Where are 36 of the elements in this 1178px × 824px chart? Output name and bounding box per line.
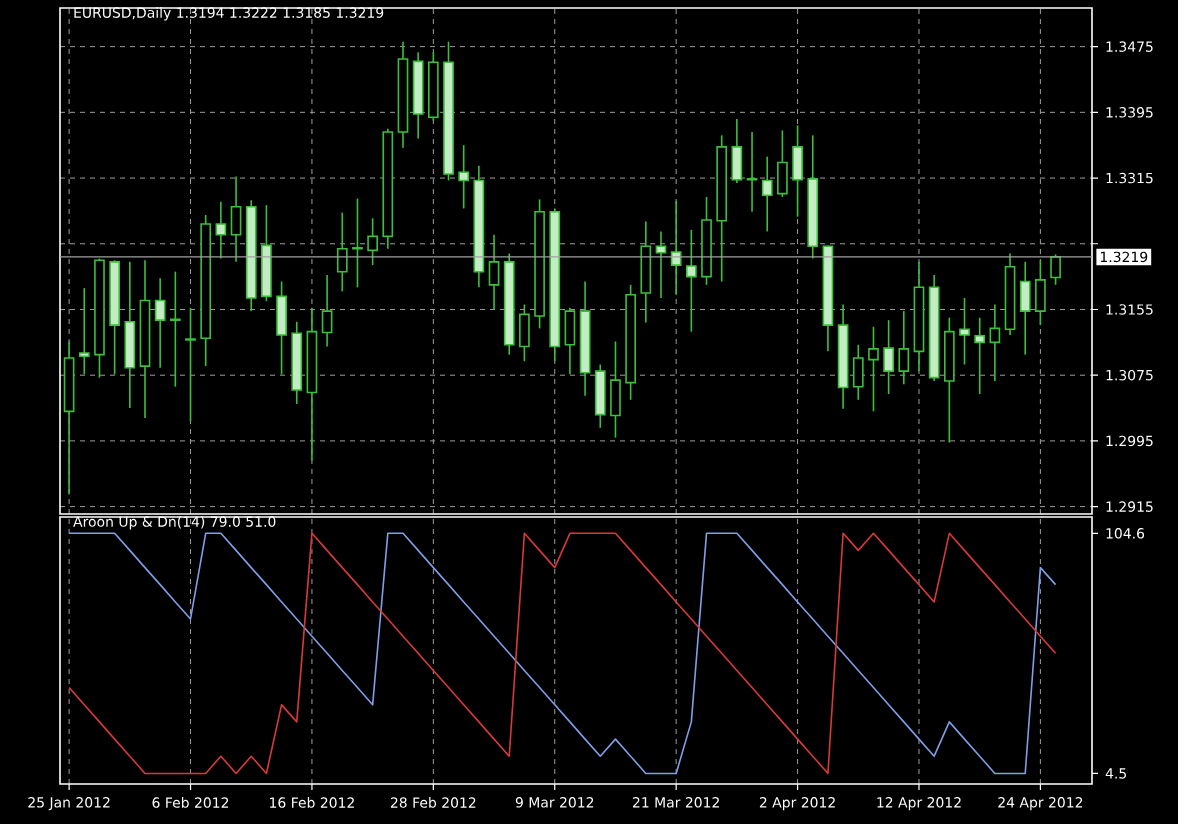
candlestick bbox=[655, 230, 667, 299]
candlestick bbox=[78, 287, 90, 376]
candlestick bbox=[883, 319, 894, 395]
candlestick bbox=[1019, 261, 1031, 356]
candlestick bbox=[1035, 259, 1046, 326]
candlestick bbox=[564, 307, 576, 376]
candlestick bbox=[761, 155, 773, 233]
candlestick bbox=[124, 261, 136, 409]
candlestick bbox=[989, 303, 1001, 382]
candlestick bbox=[488, 233, 500, 311]
candlestick bbox=[185, 307, 196, 422]
candlestick bbox=[215, 201, 227, 260]
candlestick bbox=[685, 229, 697, 333]
candlestick bbox=[230, 175, 242, 263]
candlestick bbox=[777, 129, 788, 198]
candlestick bbox=[367, 217, 378, 266]
candlestick bbox=[519, 303, 530, 363]
candlestick bbox=[852, 344, 864, 401]
candlestick bbox=[154, 277, 166, 369]
candlestick bbox=[169, 270, 181, 388]
candlestick bbox=[792, 124, 803, 218]
candlestick bbox=[458, 144, 470, 210]
candlestick bbox=[610, 340, 621, 439]
candlestick bbox=[594, 363, 606, 429]
candlestick bbox=[898, 310, 910, 386]
candlestick bbox=[336, 211, 348, 293]
candlestick bbox=[731, 118, 743, 184]
candlestick bbox=[670, 200, 682, 296]
candlestick bbox=[959, 297, 970, 366]
candlestick bbox=[352, 197, 363, 289]
candlestick bbox=[321, 274, 333, 348]
candlestick bbox=[974, 316, 986, 395]
candlestick bbox=[1050, 253, 1061, 286]
candlestick bbox=[276, 280, 287, 376]
candlestick bbox=[640, 220, 652, 324]
candlestick bbox=[868, 325, 879, 413]
